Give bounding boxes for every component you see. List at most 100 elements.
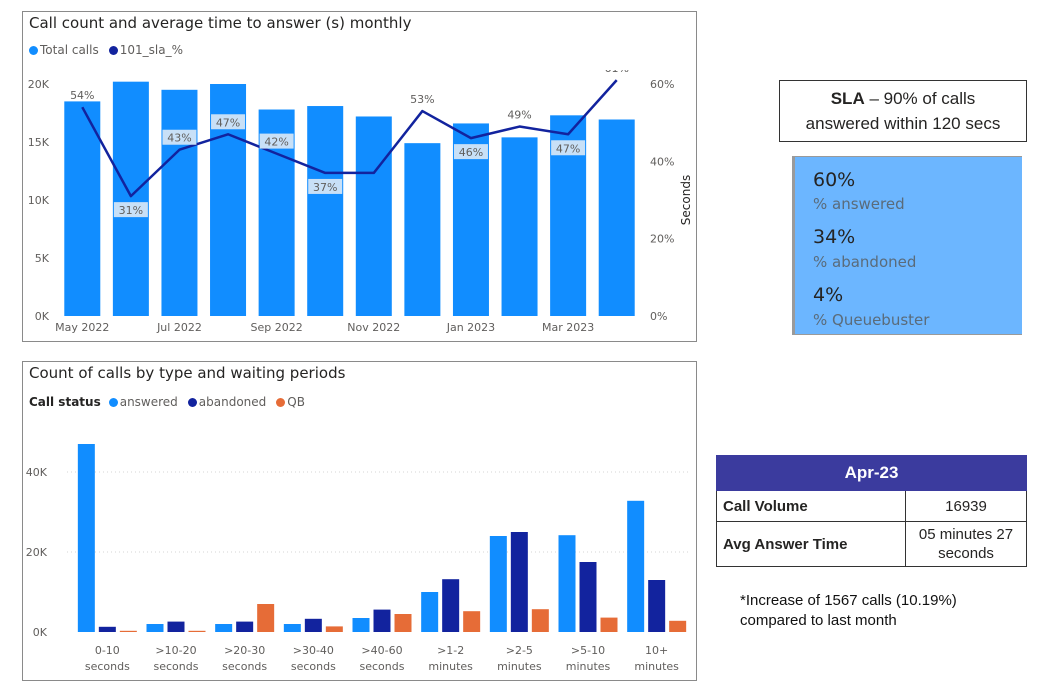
stats-header: Apr-23 [716,455,1027,491]
x-axis-tick-line2: seconds [291,660,336,673]
x-axis-tick: May 2022 [55,321,109,334]
legend-qb[interactable]: QB [276,395,305,409]
x-axis-tick-line1: >2-5 [506,644,533,657]
stats-table: Apr-23 Call Volume 16939 Avg Answer Time… [716,455,1027,567]
abandoned-bar [579,562,597,632]
legend-total-calls-swatch [29,45,38,55]
legend-sla-swatch [108,45,118,55]
QB-bar [600,617,618,632]
sla-data-label: 43% [167,132,191,145]
x-axis-tick-line1: >10-20 [155,644,196,657]
sla-rest: – 90% of calls [864,89,976,108]
sla-data-label: 42% [264,136,288,149]
monthly-chart-plot: 0K 5K 10K 15K 20K 0% 20% 40% 60% Seconds May 2022 J… [28,70,693,334]
sla-data-label: 49% [507,109,531,122]
answered-bar [283,624,301,632]
stats-row-answer-time: Avg Answer Time 05 minutes 27 seconds [716,521,1027,567]
answered-bar [627,500,645,632]
y-axis-tick: 0K [33,626,48,639]
sla-label-bg [113,202,148,218]
abandoned-bar [236,621,254,632]
QB-bar [188,630,206,632]
left-axis-tick: 5K [35,252,50,265]
legend-qb-label: QB [287,395,305,409]
increase-note-line2: compared to last month [740,612,897,629]
answered-bar [146,624,164,632]
QB-bar [394,614,412,632]
sla-data-label: 54% [70,89,94,102]
sla-label-bg [453,144,488,160]
sla-line [81,79,618,198]
x-axis-tick-line2: seconds [85,660,130,673]
legend-answered-swatch [108,397,118,407]
answered-bar [77,444,95,632]
legend-answered[interactable]: answered [108,395,178,409]
legend-total-calls[interactable]: Total calls [29,43,99,57]
QB-bar [531,609,549,632]
x-axis-tick-line2: minutes [566,660,611,673]
right-axis-tick: 60% [650,78,674,91]
QB-bar [119,630,137,632]
x-axis-tick-line2: minutes [634,660,679,673]
total-calls-bar [64,101,101,317]
stats-header-row: Apr-23 [716,455,1027,491]
left-axis-tick: 10K [28,194,50,207]
kpi-abandoned-label: % abandoned [813,253,917,271]
total-calls-bar [501,137,538,316]
sla-box: SLA – 90% of calls answered within 120 s… [779,80,1027,142]
x-axis-tick-line2: seconds [360,660,405,673]
waiting-chart-panel: Count of calls by type and waiting perio… [22,361,697,681]
abandoned-bar [167,621,185,632]
y-axis-tick: 20K [26,546,48,559]
x-axis-tick-line2: seconds [154,660,199,673]
left-axis-tick: 20K [28,78,50,91]
sla-label-bg [162,129,197,145]
x-axis-tick-line1: >20-30 [224,644,265,657]
x-axis-tick-line2: seconds [222,660,267,673]
QB-bar [325,626,343,632]
waiting-chart-title: Count of calls by type and waiting perio… [29,364,346,382]
sla-line-1: SLA – 90% of calls [780,86,1026,111]
answered-bar [421,592,439,632]
y-axis-tick: 40K [26,466,48,479]
abandoned-bar [373,609,391,632]
sla-data-label: 61% [604,70,628,75]
total-calls-bar [307,106,344,316]
x-axis-tick-line1: 10+ [645,644,668,657]
stats-row-volume: Call Volume 16939 [716,490,1027,522]
stats-answer-value-line2: seconds [938,545,994,562]
legend-sla[interactable]: 101_sla_% [108,43,183,57]
kpi-card: 60% % answered 34% % abandoned 4% % Queu… [792,156,1022,335]
kpi-abandoned-value: 34% [813,226,856,248]
legend-abandoned[interactable]: abandoned [187,395,266,409]
legend-title: Call status [29,395,101,409]
waiting-chart-legend: Call status answered abandoned QB [29,395,311,409]
kpi-qb-label: % Queuebuster [813,311,930,329]
sla-label-bg [259,133,294,149]
stats-answer-label: Avg Answer Time [716,521,906,567]
x-axis-tick-line1: >1-2 [437,644,464,657]
x-axis-tick: Sep 2022 [251,321,303,334]
abandoned-bar [304,618,322,632]
sla-data-label: 46% [459,146,483,159]
x-axis-tick-line1: >5-10 [571,644,605,657]
answered-bar [489,536,507,632]
right-axis-tick: 20% [650,233,674,246]
kpi-answered-label: % answered [813,195,905,213]
sla-data-label: 47% [556,142,580,155]
x-axis-tick: Nov 2022 [347,321,400,334]
answered-bar [352,618,370,632]
sla-label-bg [551,140,586,156]
x-axis-tick-line1: >30-40 [293,644,334,657]
answered-bar [215,624,233,632]
waiting-chart-plot: 0K 20K 40K 0-10 seconds >10-20 seconds >20-30 se… [26,444,691,673]
x-axis-tick-line2: minutes [497,660,542,673]
total-calls-bar [355,116,392,316]
legend-answered-label: answered [119,395,178,409]
legend-total-calls-label: Total calls [40,43,99,57]
sla-data-label: 31% [119,204,143,217]
sla-data-label: 53% [410,93,434,106]
kpi-answered-value: 60% [813,169,856,191]
abandoned-bar [98,626,116,632]
monthly-chart-panel: Call count and average time to answer (s… [22,11,697,342]
